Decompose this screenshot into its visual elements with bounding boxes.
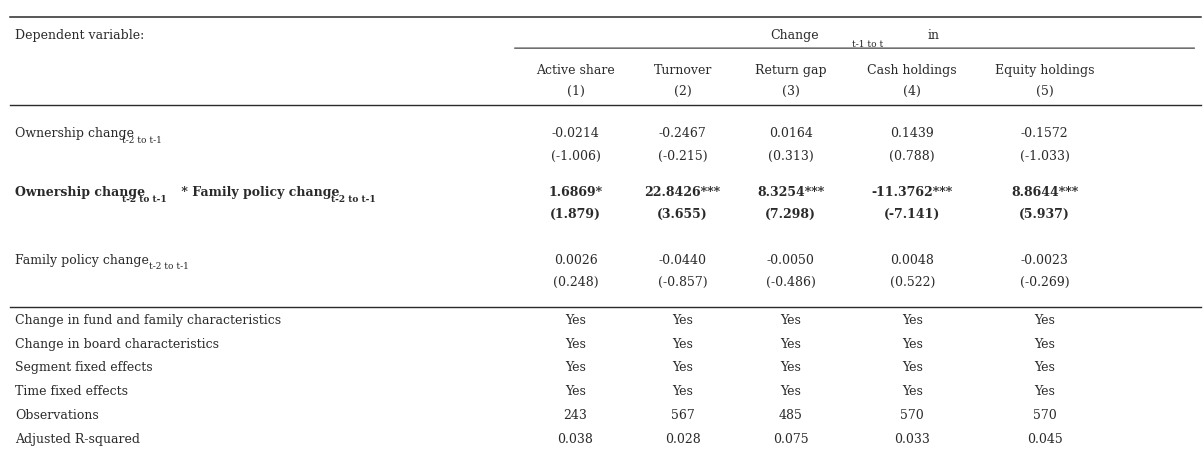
Text: Yes: Yes: [780, 361, 801, 375]
Text: (0.248): (0.248): [553, 276, 598, 289]
Text: Change: Change: [771, 29, 819, 43]
Text: (1.879): (1.879): [550, 208, 601, 222]
Text: Yes: Yes: [672, 337, 694, 351]
Text: Yes: Yes: [1034, 386, 1055, 398]
Text: Yes: Yes: [672, 361, 694, 375]
Text: Yes: Yes: [565, 337, 586, 351]
Text: 0.0048: 0.0048: [890, 254, 934, 266]
Text: 0.045: 0.045: [1027, 433, 1062, 446]
Text: 0.075: 0.075: [773, 433, 809, 446]
Text: (3.655): (3.655): [657, 208, 708, 222]
Text: Yes: Yes: [565, 386, 586, 398]
Text: t-1 to t: t-1 to t: [852, 39, 884, 48]
Text: Return gap: Return gap: [755, 64, 827, 77]
Text: 570: 570: [1033, 410, 1056, 422]
Text: Yes: Yes: [672, 313, 694, 327]
Text: (3): (3): [781, 85, 799, 97]
Text: -0.0050: -0.0050: [767, 254, 815, 266]
Text: * Family policy change: * Family policy change: [177, 186, 340, 199]
Text: Yes: Yes: [1034, 313, 1055, 327]
Text: 0.038: 0.038: [557, 433, 594, 446]
Text: t-2 to t-1: t-2 to t-1: [123, 135, 163, 145]
Text: Time fixed effects: Time fixed effects: [16, 386, 128, 398]
Text: (0.788): (0.788): [890, 149, 936, 163]
Text: 0.0026: 0.0026: [554, 254, 597, 266]
Text: 0.0164: 0.0164: [769, 127, 813, 140]
Text: t-2 to t-1: t-2 to t-1: [123, 195, 167, 204]
Text: -0.2467: -0.2467: [659, 127, 707, 140]
Text: Equity holdings: Equity holdings: [995, 64, 1094, 77]
Text: Yes: Yes: [780, 337, 801, 351]
Text: (0.313): (0.313): [768, 149, 814, 163]
Text: 570: 570: [901, 410, 925, 422]
Text: Yes: Yes: [1034, 361, 1055, 375]
Text: Dependent variable:: Dependent variable:: [16, 29, 144, 43]
Text: Yes: Yes: [902, 386, 922, 398]
Text: 567: 567: [671, 410, 695, 422]
Text: (5): (5): [1035, 85, 1054, 97]
Text: 243: 243: [563, 410, 588, 422]
Text: (0.522): (0.522): [890, 276, 936, 289]
Text: (4): (4): [903, 85, 921, 97]
Text: (7.298): (7.298): [766, 208, 816, 222]
Text: Ownership change: Ownership change: [16, 186, 146, 199]
Text: (-0.269): (-0.269): [1020, 276, 1069, 289]
Text: Yes: Yes: [565, 361, 586, 375]
Text: Change in fund and family characteristics: Change in fund and family characteristic…: [16, 313, 282, 327]
Text: -0.0023: -0.0023: [1021, 254, 1068, 266]
Text: (5.937): (5.937): [1019, 208, 1070, 222]
Text: Cash holdings: Cash holdings: [867, 64, 957, 77]
Text: in: in: [928, 29, 940, 43]
Text: (-7.141): (-7.141): [884, 208, 940, 222]
Text: Yes: Yes: [1034, 337, 1055, 351]
Text: t-2 to t-1: t-2 to t-1: [149, 262, 189, 271]
Text: Yes: Yes: [780, 313, 801, 327]
Text: (-0.857): (-0.857): [657, 276, 708, 289]
Text: (-1.006): (-1.006): [550, 149, 601, 163]
Text: t-2 to t-1: t-2 to t-1: [331, 195, 376, 204]
Text: 1.6869*: 1.6869*: [549, 186, 603, 199]
Text: 485: 485: [779, 410, 803, 422]
Text: -11.3762***: -11.3762***: [872, 186, 952, 199]
Text: Yes: Yes: [902, 361, 922, 375]
Text: (2): (2): [674, 85, 691, 97]
Text: Segment fixed effects: Segment fixed effects: [16, 361, 153, 375]
Text: (-0.486): (-0.486): [766, 276, 816, 289]
Text: -0.0440: -0.0440: [659, 254, 707, 266]
Text: (-0.215): (-0.215): [657, 149, 708, 163]
Text: Observations: Observations: [16, 410, 99, 422]
Text: (-1.033): (-1.033): [1020, 149, 1069, 163]
Text: (1): (1): [567, 85, 584, 97]
Text: Active share: Active share: [536, 64, 615, 77]
Text: Yes: Yes: [565, 313, 586, 327]
Text: Yes: Yes: [780, 386, 801, 398]
Text: 8.8644***: 8.8644***: [1011, 186, 1079, 199]
Text: Turnover: Turnover: [654, 64, 712, 77]
Text: 0.033: 0.033: [895, 433, 931, 446]
Text: -0.1572: -0.1572: [1021, 127, 1068, 140]
Text: Ownership change: Ownership change: [16, 127, 134, 140]
Text: Yes: Yes: [902, 337, 922, 351]
Text: Yes: Yes: [672, 386, 694, 398]
Text: 0.028: 0.028: [665, 433, 701, 446]
Text: 8.3254***: 8.3254***: [757, 186, 825, 199]
Text: Change in board characteristics: Change in board characteristics: [16, 337, 219, 351]
Text: -0.0214: -0.0214: [551, 127, 600, 140]
Text: 0.1439: 0.1439: [891, 127, 934, 140]
Text: 22.8426***: 22.8426***: [644, 186, 721, 199]
Text: Family policy change: Family policy change: [16, 254, 149, 266]
Text: Adjusted R-squared: Adjusted R-squared: [16, 433, 140, 446]
Text: Yes: Yes: [902, 313, 922, 327]
